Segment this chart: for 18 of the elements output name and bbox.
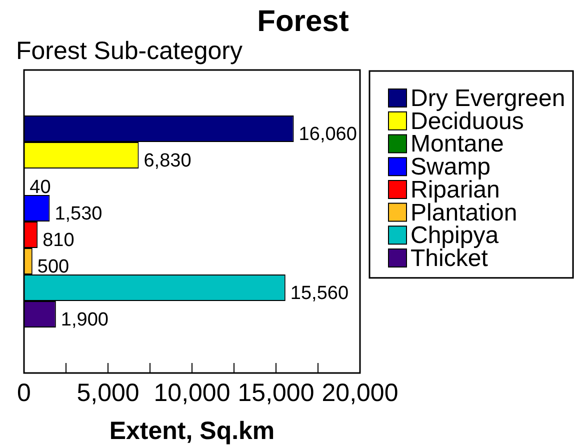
data-label: 500 [37, 256, 70, 278]
legend-label: Chpipya [410, 222, 500, 250]
data-label: 15,560 [290, 283, 349, 304]
data-label: 1,900 [60, 310, 108, 331]
x-tick-label: 15,000 [238, 378, 314, 407]
x-axis-title: Extent, Sq.km [109, 417, 275, 445]
data-label: 6,830 [144, 150, 192, 172]
x-tick-label: 5,000 [76, 378, 140, 407]
x-tick-label: 20,000 [322, 378, 398, 407]
legend-label: Dry Evergreen [410, 85, 566, 112]
x-tick-label: 10,000 [154, 378, 230, 407]
x-tick-label: 0 [17, 378, 31, 407]
chart-title: Forest [257, 5, 349, 38]
data-label: 40 [30, 176, 51, 198]
data-label: 16,060 [298, 124, 357, 145]
data-label: 1,530 [54, 204, 102, 224]
data-label: 810 [42, 230, 74, 252]
y-axis-title: Forest Sub-category [16, 37, 243, 65]
